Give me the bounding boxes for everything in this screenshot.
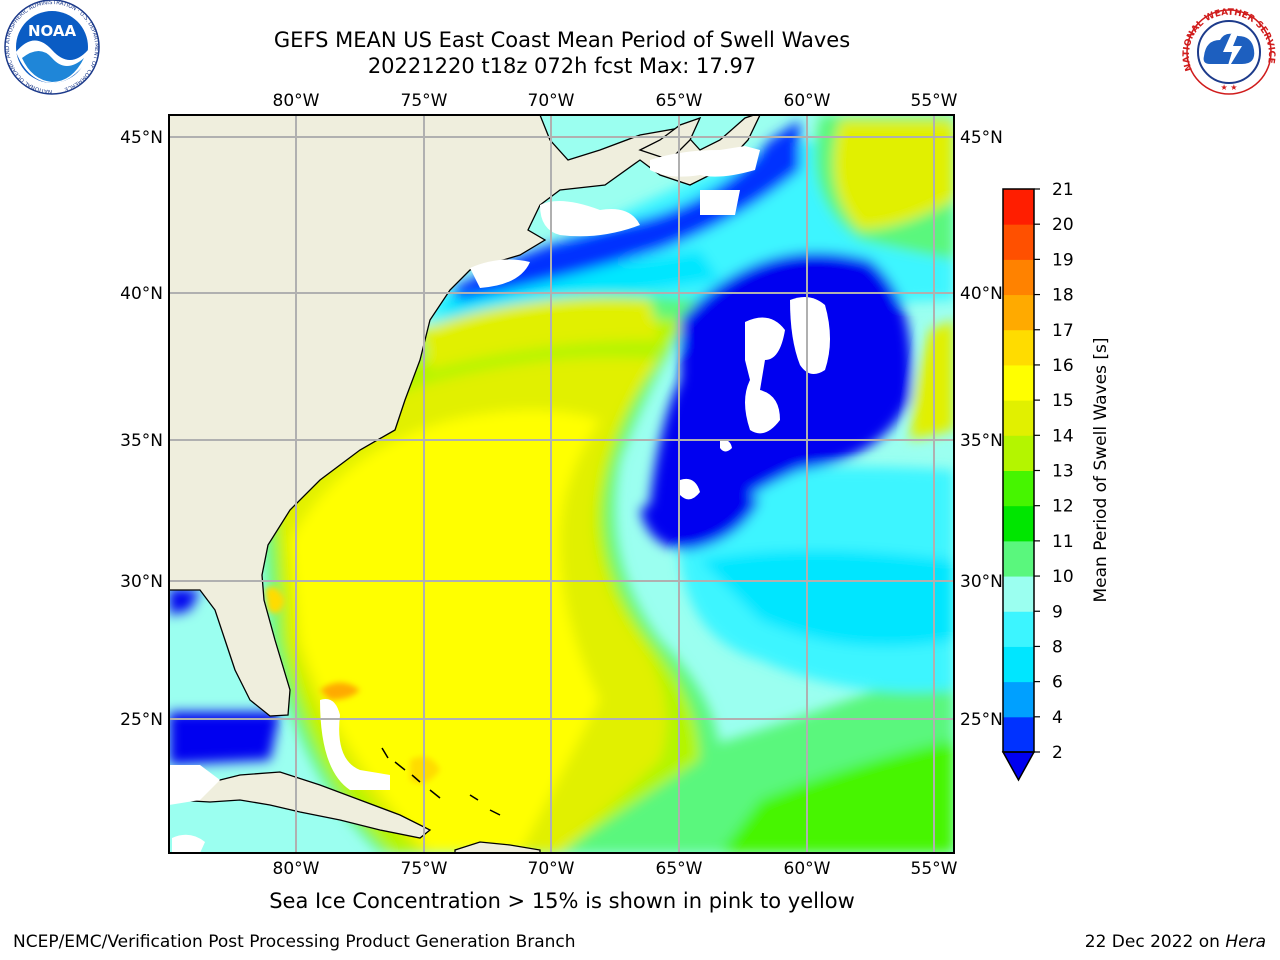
chart-title: GEFS MEAN US East Coast Mean Period of S… [273,28,851,52]
colorbar-tick-label: 14 [1052,426,1074,446]
map-frame [168,114,955,854]
lon-label-top: 65°W [656,91,703,111]
lat-label-left: 25°N [120,710,163,730]
lat-label-left: 35°N [120,431,163,451]
noaa-logo: NATIONAL OCEANIC AND ATMOSPHERIC ADMINIS… [4,0,100,95]
lat-label-left: 30°N [120,572,163,592]
colorbar-segment [1003,435,1034,471]
colorbar-segment [1003,540,1034,577]
lon-label-bottom: 65°W [656,859,703,879]
lat-label-right: 45°N [960,128,1003,148]
colorbar-segment [1003,400,1034,436]
sea-ice-note: Sea Ice Concentration > 15% is shown in … [269,889,855,913]
colorbar-label: Mean Period of Swell Waves [s] [1091,338,1111,603]
colorbar-segment [1003,646,1034,683]
colorbar-tick-label: 15 [1052,391,1074,411]
nws-logo: NATIONAL WEATHER SERVICE ★ ★ [1182,8,1276,95]
lat-label-right: 40°N [960,284,1003,304]
lat-label-right: 35°N [960,431,1003,451]
lon-label-top: 80°W [273,91,320,111]
noaa-logo-text: NOAA [28,22,77,40]
colorbar-segment [1003,611,1034,647]
colorbar-under-triangle [1001,751,1036,782]
colorbar-segment [1003,364,1034,401]
colorbar-segment [1003,189,1034,225]
colorbar-tick-label: 11 [1052,532,1074,552]
lat-label-right: 25°N [960,710,1003,730]
lat-label-right: 30°N [960,572,1003,592]
credit-text: NCEP/EMC/Verification Post Processing Pr… [13,932,576,952]
lon-label-bottom: 75°W [401,859,448,879]
lon-label-top: 55°W [911,91,958,111]
colorbar-tick-label: 8 [1052,637,1063,657]
lat-label-left: 45°N [120,128,163,148]
date-stamp: 22 Dec 2022 on Hera [1085,932,1266,952]
colorbar-segment [1003,259,1034,296]
colorbar-tick-label: 12 [1052,497,1074,517]
colorbar-segment [1003,576,1034,612]
lon-label-bottom: 60°W [784,859,831,879]
colorbar-segment [1003,505,1034,542]
colorbar-tick-label: 9 [1052,602,1063,622]
colorbar-segment [1003,470,1034,507]
colorbar-segment [1003,294,1034,331]
lon-label-bottom: 80°W [273,859,320,879]
colorbar-tick-label: 4 [1052,708,1063,728]
svg-text:★ ★: ★ ★ [1221,83,1238,92]
lat-label-left: 40°N [120,284,163,304]
colorbar-tick-label: 21 [1052,180,1074,200]
colorbar-tick-label: 19 [1052,250,1074,270]
colorbar-tick-label: 18 [1052,286,1074,306]
colorbar-segment [1003,716,1034,753]
colorbar-tick-label: 2 [1052,743,1063,763]
colorbar-tick-label: 10 [1052,567,1074,587]
lon-label-bottom: 70°W [528,859,575,879]
colorbar-tick-label: 16 [1052,356,1074,376]
lon-label-top: 70°W [528,91,575,111]
colorbar-tick-label: 17 [1052,321,1074,341]
colorbar: 2 4 6 8 9 10 11 12 13 14 15 16 17 18 19 20 21 [1001,180,1074,782]
colorbar-segment [1003,329,1034,366]
lon-label-top: 75°W [401,91,448,111]
lon-label-top: 60°W [784,91,831,111]
colorbar-segment [1003,681,1034,718]
lon-label-bottom: 55°W [911,859,958,879]
chart-subtitle: 20221220 t18z 072h fcst Max: 17.97 [367,54,757,78]
colorbar-tick-label: 20 [1052,215,1074,235]
map-plot [169,115,954,853]
date-text: 22 Dec 2022 on [1084,932,1226,952]
graticule [169,115,954,853]
colorbar-segment [1003,224,1034,260]
colorbar-tick-label: 6 [1052,673,1063,693]
host-text: Hera [1225,932,1266,952]
colorbar-tick-label: 13 [1052,462,1074,482]
